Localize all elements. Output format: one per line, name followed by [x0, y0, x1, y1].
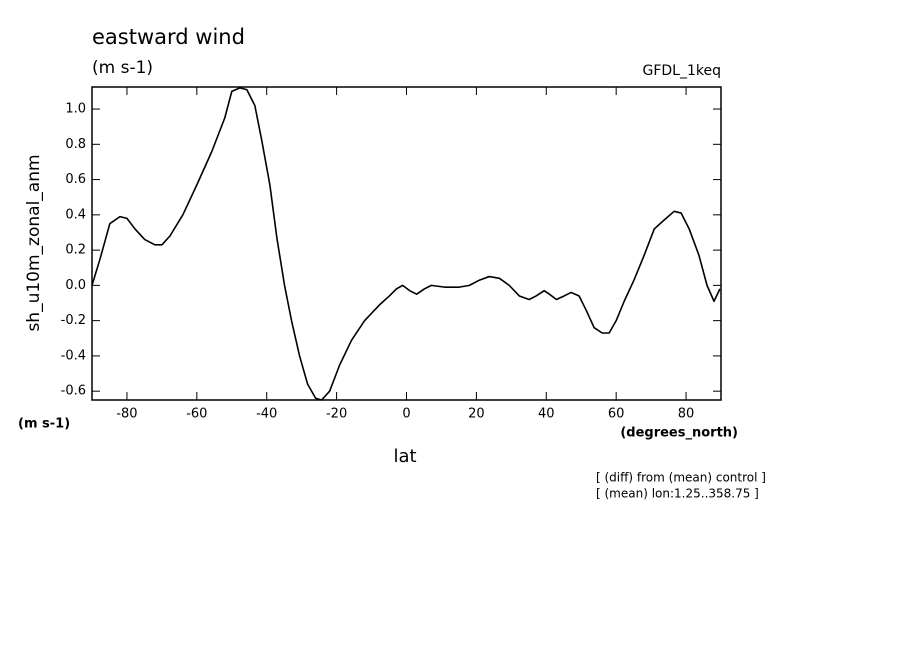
y-tick-label: 0.4	[65, 207, 86, 222]
y-tick-label: -0.6	[61, 384, 86, 399]
x-tick-label: 60	[608, 407, 625, 422]
y-tick-label: -0.2	[61, 313, 86, 328]
x-tick-label: 40	[538, 407, 555, 422]
y-tick-label: -0.4	[61, 348, 86, 363]
y-axis-label: sh_u10m_zonal_anm	[24, 154, 44, 331]
y-tick-label: 0.8	[65, 137, 86, 152]
x-tick-label: 80	[678, 407, 695, 422]
plot-frame	[91, 86, 722, 401]
y-tick-label: 0.0	[65, 278, 86, 293]
x-units: (degrees_north)	[620, 426, 738, 441]
y-tick-label: 0.6	[65, 172, 86, 187]
x-tick-label: -60	[186, 407, 207, 422]
chart-subtitle: (m s-1)	[92, 58, 153, 78]
note: [ (mean) lon:1.25..358.75 ]	[596, 487, 759, 501]
y-units: (m s-1)	[18, 417, 70, 432]
chart-title: eastward wind	[92, 25, 245, 49]
data-line	[91, 87, 721, 401]
y-tick-label: 0.2	[65, 243, 86, 258]
x-tick-label: 0	[402, 407, 410, 422]
note: [ (diff) from (mean) control ]	[596, 471, 766, 485]
x-axis-label: lat	[393, 446, 416, 467]
source-label: GFDL_1keq	[643, 63, 722, 79]
y-tick-label: 1.0	[65, 102, 86, 117]
x-tick-label: -80	[116, 407, 137, 422]
x-tick-label: 20	[468, 407, 485, 422]
x-tick-label: -20	[326, 407, 347, 422]
x-tick-label: -40	[256, 407, 277, 422]
